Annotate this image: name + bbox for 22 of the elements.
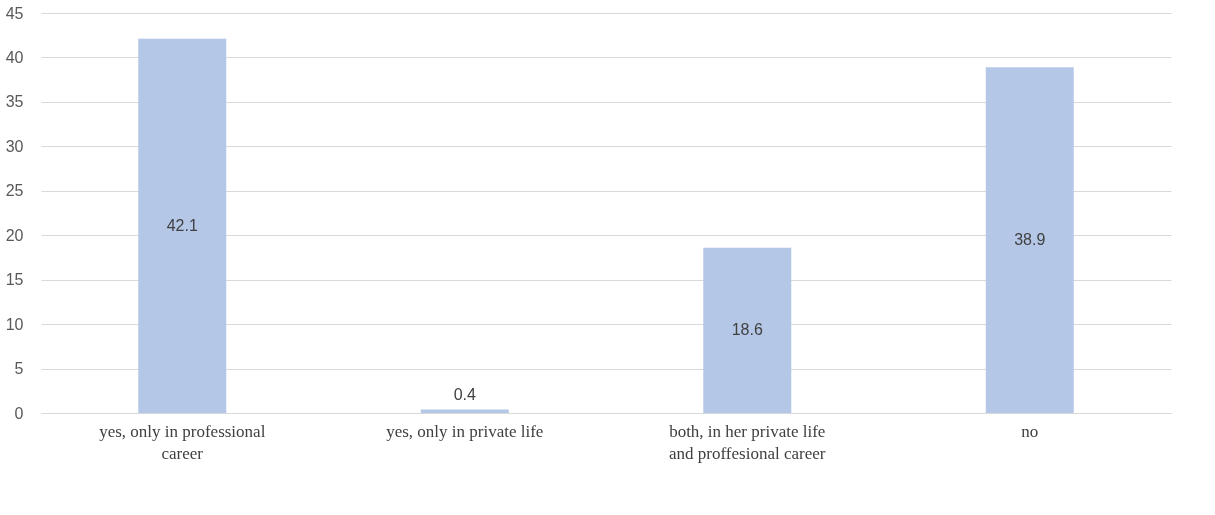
data-label: 18.6 [731,321,763,339]
data-label: 0.4 [453,386,476,404]
y-tick-label: 30 [5,137,24,155]
y-tick-label: 15 [5,271,24,289]
y-tick-label: 25 [5,182,24,200]
y-tick-label: 10 [5,315,24,333]
y-tick-label: 0 [14,404,24,422]
bar [985,67,1074,413]
data-label: 42.1 [166,216,198,234]
x-tick-label: yes, only in private life [386,421,544,441]
y-tick-label: 40 [5,48,24,66]
x-tick-label: both, in her private life and proffesional career [669,421,826,463]
x-tick-label: yes, only in professional career [99,421,266,463]
y-tick-label: 5 [14,360,24,378]
bar [703,247,792,413]
data-label: 38.9 [1014,231,1046,249]
y-tick-label: 20 [5,226,24,244]
bar [138,38,227,413]
y-tick-label: 45 [5,4,24,22]
y-tick-label: 35 [5,93,24,111]
bar [420,409,509,413]
x-tick-label: no [1021,421,1039,441]
